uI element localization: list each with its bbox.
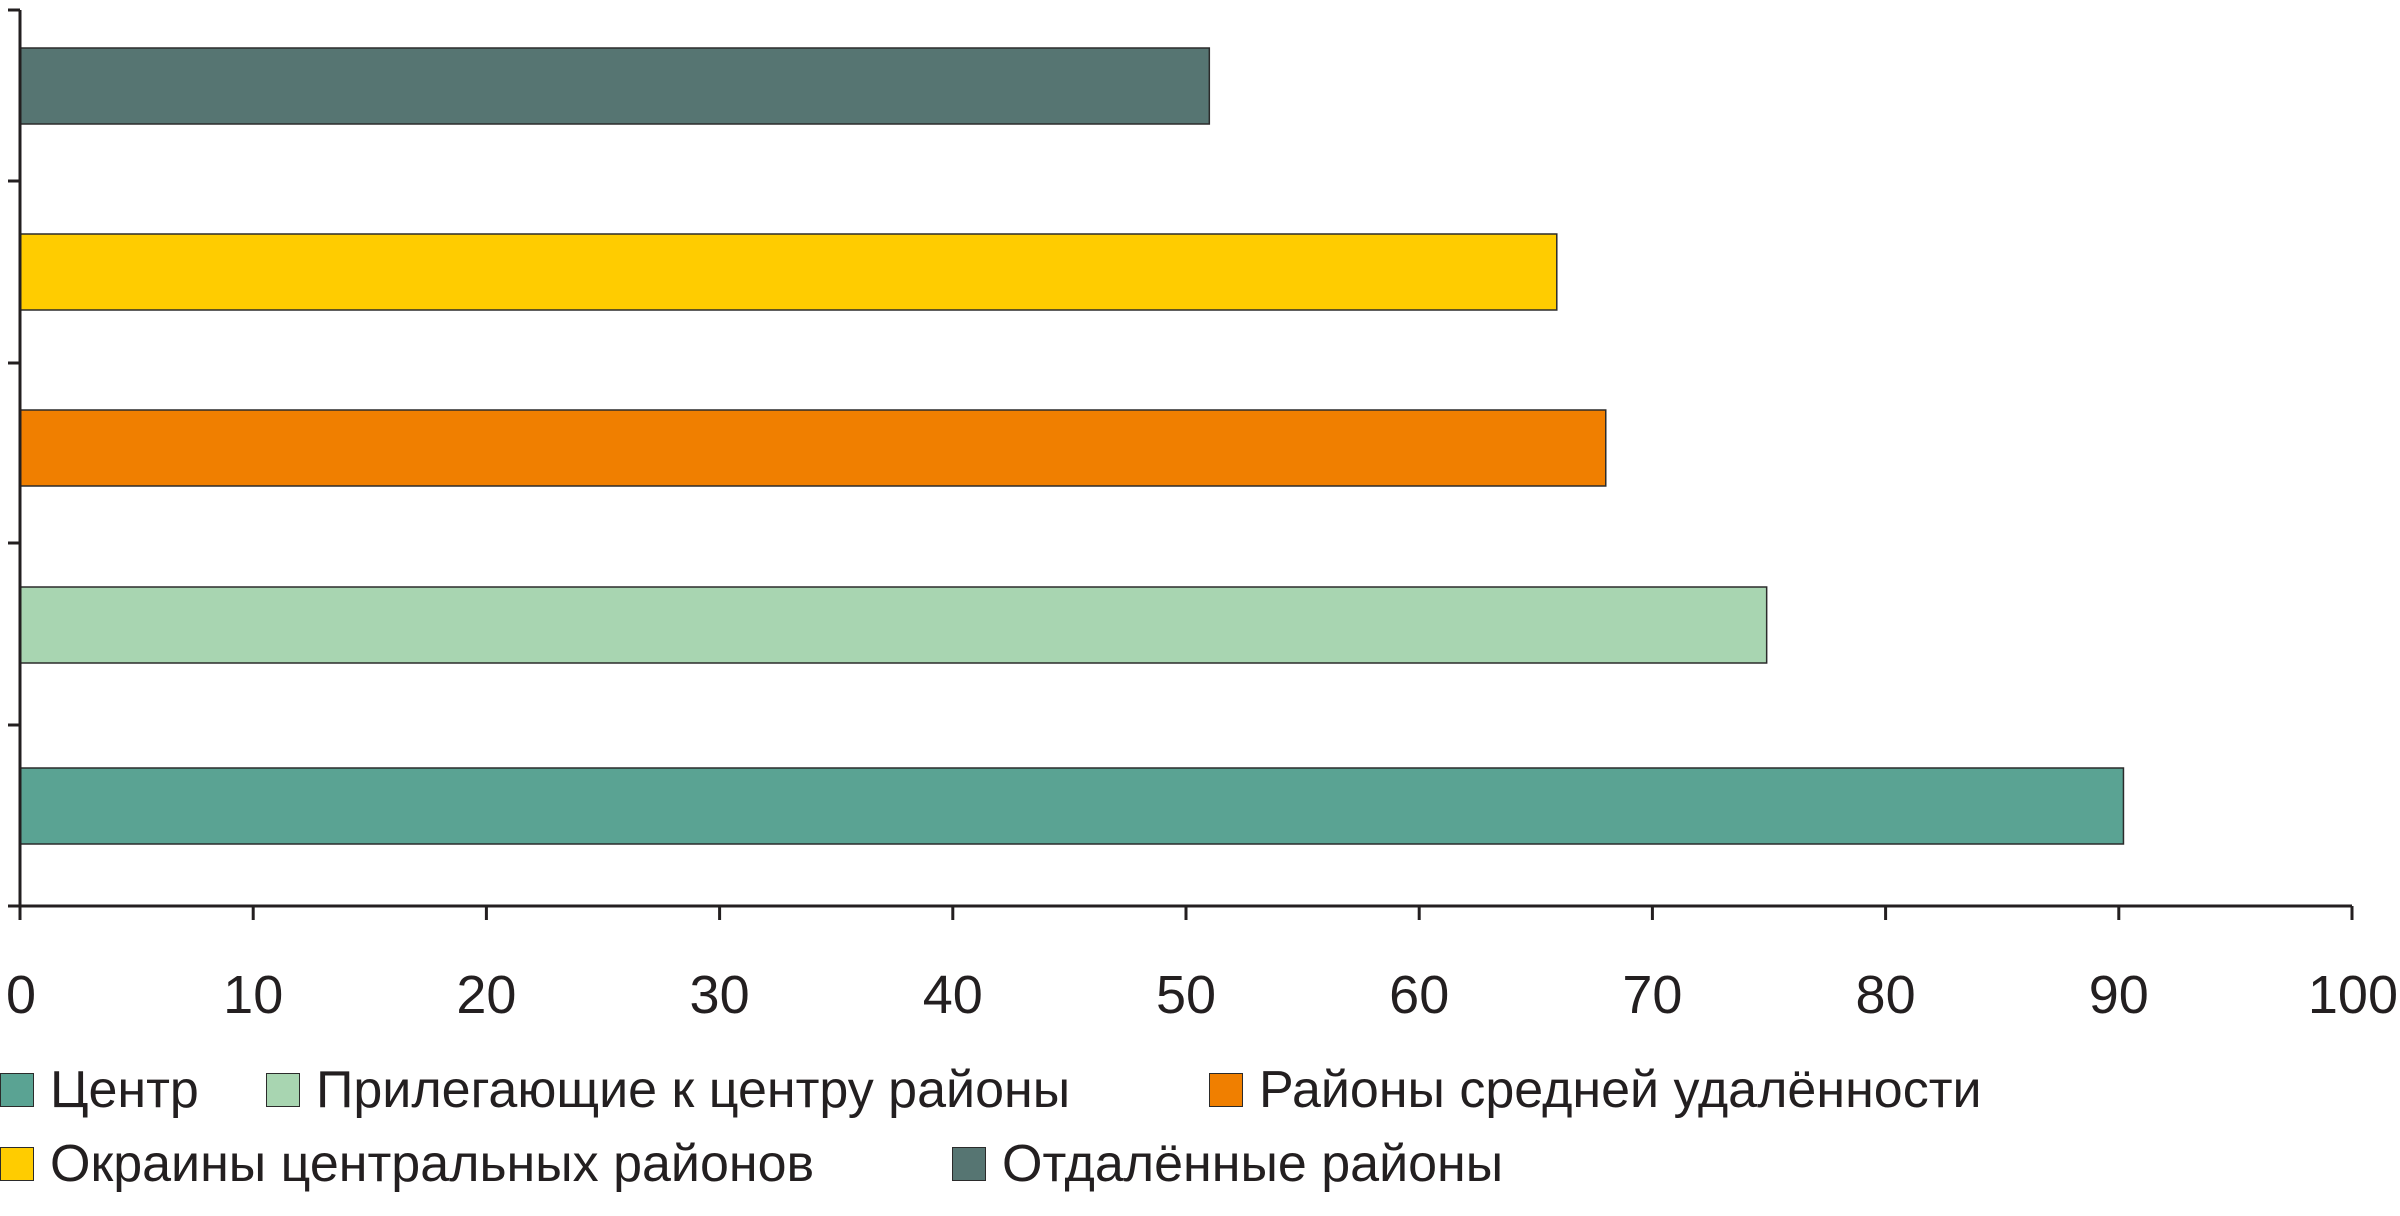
- legend-swatch-2: [1209, 1073, 1243, 1107]
- x-tick-label-5: 50: [1156, 965, 1216, 1025]
- x-tick-label-7: 70: [1622, 965, 1682, 1025]
- bar-4: [19, 47, 1211, 125]
- legend-label-2: Районы средней удалённости: [1259, 1061, 1982, 1119]
- legend-swatch-0: [0, 1073, 34, 1107]
- x-tick-label-9: 90: [2089, 965, 2149, 1025]
- x-tick-label-3: 30: [690, 965, 750, 1025]
- bar-3: [19, 233, 1558, 311]
- legend-item-3: Окраины центральных районов: [0, 1129, 814, 1199]
- legend-item-4: Отдалённые районы: [952, 1129, 1503, 1199]
- chart-legend: Центр Прилегающие к центру районы Районы с…: [0, 1055, 2400, 1216]
- x-tick-label-8: 80: [1856, 965, 1916, 1025]
- legend-swatch-4: [952, 1147, 986, 1181]
- bar-0: [19, 767, 2125, 845]
- legend-swatch-1: [266, 1073, 300, 1107]
- legend-item-0: Центр: [0, 1055, 199, 1125]
- legend-label-3: Окраины центральных районов: [50, 1135, 815, 1193]
- x-tick-label-6: 60: [1389, 965, 1449, 1025]
- x-tick-label-0: 0: [6, 965, 36, 1025]
- ticks-layer: 0 10 20 30 40 50 60 70 80 90 100: [6, 8, 2398, 1025]
- legend-swatch-3: [0, 1147, 34, 1181]
- legend-item-2: Районы средней удалённости: [1209, 1055, 1982, 1125]
- legend-label-1: Прилегающие к центру районы: [316, 1061, 1071, 1119]
- chart-canvas: 0 10 20 30 40 50 60 70 80 90 100: [6, 8, 2398, 1025]
- x-tick-label-4: 40: [923, 965, 983, 1025]
- x-tick-label-10: 100: [2308, 965, 2398, 1025]
- legend-label-0: Центр: [50, 1061, 199, 1119]
- bar-2: [19, 409, 1607, 487]
- legend-label-4: Отдалённые районы: [1002, 1135, 1504, 1193]
- x-tick-label-1: 10: [223, 965, 283, 1025]
- legend-item-1: Прилегающие к центру районы: [266, 1055, 1070, 1125]
- x-tick-label-2: 20: [456, 965, 516, 1025]
- bar-1: [19, 586, 1768, 664]
- bars-layer: [19, 47, 2125, 845]
